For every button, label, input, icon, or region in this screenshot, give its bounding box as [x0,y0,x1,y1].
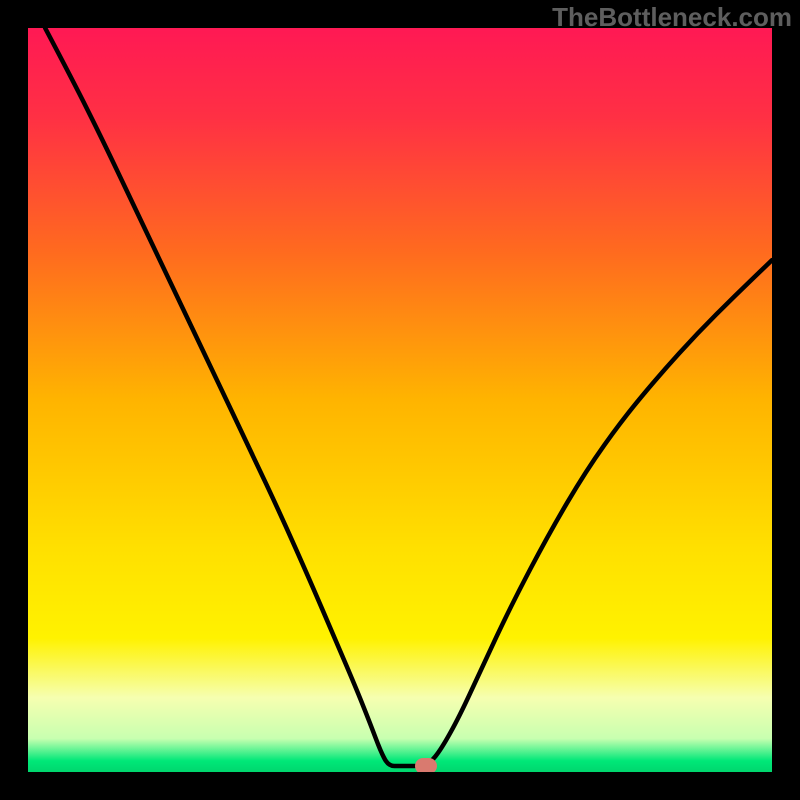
plot-area [28,28,772,772]
watermark-text: TheBottleneck.com [552,2,792,33]
curve-path [45,28,772,766]
bottleneck-curve [28,28,772,772]
optimum-marker [415,758,437,772]
